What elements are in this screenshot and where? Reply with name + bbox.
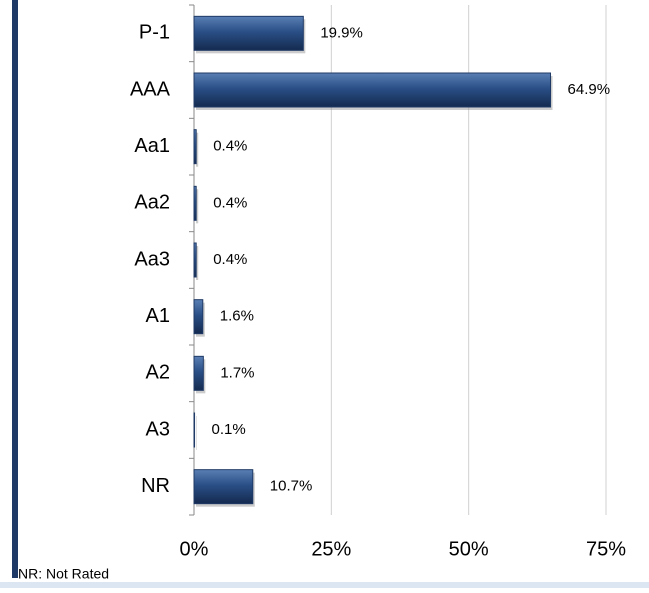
- data-label: 0.4%: [213, 251, 247, 268]
- bar: [193, 185, 197, 221]
- bar: [193, 72, 552, 108]
- y-tick-label: A1: [146, 305, 170, 327]
- x-tick-label: 75%: [586, 538, 626, 560]
- bar-shadow: [196, 416, 197, 450]
- data-label: 64.9%: [568, 81, 611, 98]
- x-tick-label: 50%: [449, 538, 489, 560]
- bar: [193, 299, 204, 335]
- bar-shadow: [196, 132, 199, 167]
- x-tick-label: 0%: [180, 538, 209, 560]
- data-label: 1.7%: [220, 364, 254, 381]
- bar-shadow: [196, 189, 199, 224]
- side-stripe: [12, 0, 18, 578]
- data-label: 0.4%: [213, 138, 247, 155]
- bar: [193, 129, 197, 165]
- data-label: 0.1%: [212, 421, 246, 438]
- data-label: 10.7%: [270, 478, 313, 495]
- y-tick-label: P-1: [139, 22, 170, 44]
- bar: [193, 355, 204, 391]
- y-tick-label: NR: [141, 475, 170, 497]
- data-label: 19.9%: [320, 24, 363, 41]
- bar: [193, 242, 197, 278]
- footnote: NR: Not Rated: [18, 566, 109, 582]
- y-tick-label: Aa2: [134, 192, 170, 214]
- bar: [193, 15, 304, 51]
- y-tick-label: Aa3: [134, 248, 170, 270]
- data-label: 1.6%: [220, 308, 254, 325]
- y-tick-label: A2: [146, 362, 170, 384]
- data-label: 0.4%: [213, 194, 247, 211]
- y-tick-label: Aa1: [134, 135, 170, 157]
- bar: [193, 412, 196, 448]
- bar-shadow: [196, 246, 199, 280]
- bar: [193, 469, 254, 505]
- bottom-strip: [0, 582, 649, 588]
- x-tick-label: 25%: [311, 538, 351, 560]
- y-tick-label: AAA: [130, 78, 171, 100]
- y-tick-label: A3: [146, 418, 170, 440]
